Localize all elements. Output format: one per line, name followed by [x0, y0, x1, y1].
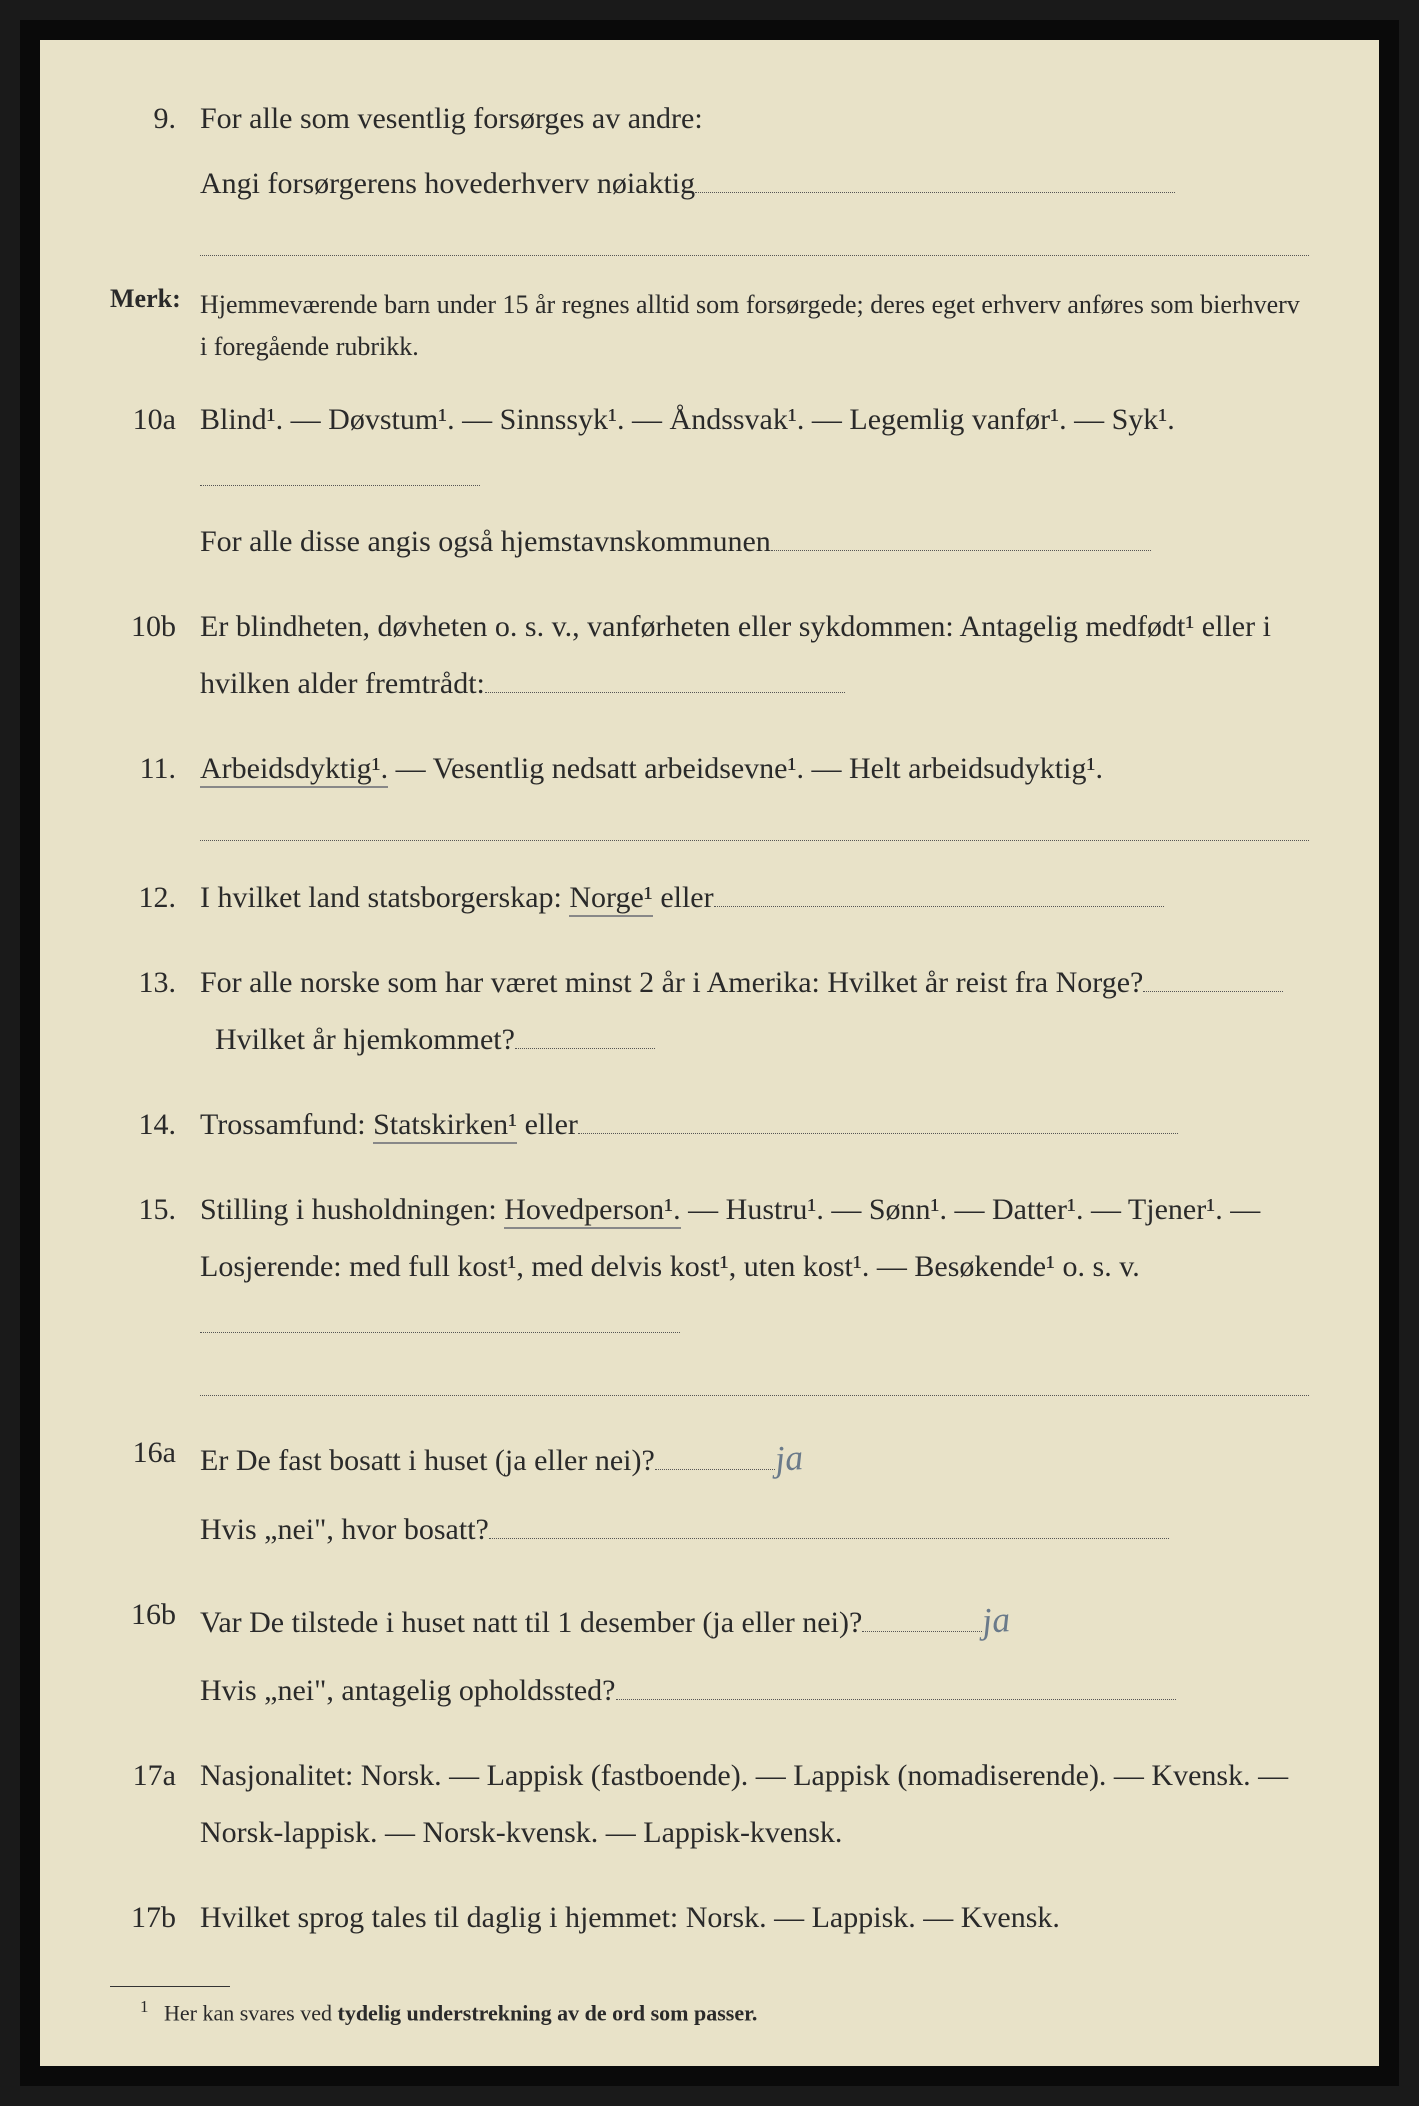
q10a-blank2: [771, 515, 1151, 551]
census-form-page: 9. For alle som vesentlig forsørges av a…: [20, 20, 1399, 2086]
q16a-number: 16a: [110, 1424, 200, 1557]
q16b-blank: [862, 1596, 982, 1632]
q15-blank-line: [200, 1360, 1309, 1396]
question-13: 13. For alle norske som har været minst …: [110, 954, 1309, 1068]
q10b-number: 10b: [110, 598, 200, 712]
q16b-number: 16b: [110, 1586, 200, 1719]
q13-blank1: [1143, 956, 1283, 992]
question-10b: 10b Er blindheten, døvheten o. s. v., va…: [110, 598, 1309, 712]
q10a-number: 10a: [110, 391, 200, 570]
q9-subtext: Angi forsørgerens hovederhverv nøiaktig: [200, 167, 695, 200]
q16b-text: Var De tilstede i huset natt til 1 desem…: [200, 1606, 862, 1639]
q9-text: For alle som vesentlig forsørges av andr…: [200, 90, 1309, 147]
q9-blank: [695, 157, 1175, 193]
q12-number: 12.: [110, 869, 200, 926]
q14-blank: [578, 1098, 1178, 1134]
q11-number: 11.: [110, 740, 200, 841]
question-17b: 17b Hvilket sprog tales til daglig i hje…: [110, 1889, 1309, 1946]
footnote-number: 1: [140, 1997, 149, 2016]
question-15: 15. Stilling i husholdningen: Hovedperso…: [110, 1181, 1309, 1396]
merk-note: Merk: Hjemmeværende barn under 15 år reg…: [110, 284, 1309, 367]
q15-pre: Stilling i husholdningen:: [200, 1193, 504, 1226]
q14-post: eller: [517, 1108, 578, 1141]
q13-number: 13.: [110, 954, 200, 1068]
question-9: 9. For alle som vesentlig forsørges av a…: [110, 90, 1309, 256]
question-16b: 16b Var De tilstede i huset natt til 1 d…: [110, 1586, 1309, 1719]
q11-blank-line: [200, 805, 1309, 841]
q12-underlined: Norge¹: [569, 881, 652, 917]
q14-number: 14.: [110, 1096, 200, 1153]
q14-pre: Trossamfund:: [200, 1108, 373, 1141]
q10a-subtext: For alle disse angis også hjemstavnskomm…: [200, 525, 771, 558]
q9-number: 9.: [110, 90, 200, 256]
q16a-blank2: [489, 1503, 1169, 1539]
q12-post: eller: [653, 881, 714, 914]
question-17a: 17a Nasjonalitet: Norsk. — Lappisk (fast…: [110, 1747, 1309, 1861]
q15-blank: [200, 1297, 680, 1333]
question-16a: 16a Er De fast bosatt i huset (ja eller …: [110, 1424, 1309, 1557]
question-10a: 10a Blind¹. — Døvstum¹. — Sinnssyk¹. — Å…: [110, 391, 1309, 570]
q12-pre: I hvilket land statsborgerskap:: [200, 881, 569, 914]
q10a-blank: [200, 450, 480, 486]
q13-text2: Hvilket år hjemkommet?: [215, 1023, 515, 1056]
footnote-pre: Her kan svares ved: [164, 2000, 338, 2025]
q17b-number: 17b: [110, 1889, 200, 1946]
q10b-blank: [485, 657, 845, 693]
merk-text: Hjemmeværende barn under 15 år regnes al…: [200, 284, 1309, 367]
q13-blank2: [515, 1013, 655, 1049]
q16b-subtext: Hvis „nei", antagelig opholdssted?: [200, 1674, 616, 1707]
footnote-rule: [110, 1986, 230, 1987]
q16b-blank2: [616, 1664, 1176, 1700]
q9-blank-line: [200, 220, 1309, 256]
q17a-number: 17a: [110, 1747, 200, 1861]
merk-label: Merk:: [110, 284, 200, 367]
q10a-text: Blind¹. — Døvstum¹. — Sinnssyk¹. — Åndss…: [200, 403, 1175, 436]
q12-blank: [714, 871, 1164, 907]
q13-text1: For alle norske som har været minst 2 år…: [200, 966, 1143, 999]
q16b-answer: ja: [980, 1585, 1013, 1655]
footnote: 1 Her kan svares ved tydelig understrekn…: [110, 1997, 1309, 2026]
q16a-blank: [655, 1434, 775, 1470]
question-14: 14. Trossamfund: Statskirken¹ eller: [110, 1096, 1309, 1153]
q16a-subtext: Hvis „nei", hvor bosatt?: [200, 1513, 489, 1546]
q14-underlined: Statskirken¹: [373, 1108, 517, 1144]
q11-underlined: Arbeidsdyktig¹.: [200, 752, 388, 788]
question-12: 12. I hvilket land statsborgerskap: Norg…: [110, 869, 1309, 926]
q17a-text: Nasjonalitet: Norsk. — Lappisk (fastboen…: [200, 1747, 1309, 1861]
footnote-bold: tydelig understrekning av de ord som pas…: [338, 2000, 758, 2025]
q17b-text: Hvilket sprog tales til daglig i hjemmet…: [200, 1889, 1309, 1946]
q16a-text: Er De fast bosatt i huset (ja eller nei)…: [200, 1444, 655, 1477]
question-11: 11. Arbeidsdyktig¹. — Vesentlig nedsatt …: [110, 740, 1309, 841]
q15-underlined: Hovedperson¹.: [504, 1193, 680, 1229]
q16a-answer: ja: [772, 1423, 805, 1493]
q11-rest: — Vesentlig nedsatt arbeidsevne¹. — Helt…: [388, 752, 1103, 785]
q15-number: 15.: [110, 1181, 200, 1396]
